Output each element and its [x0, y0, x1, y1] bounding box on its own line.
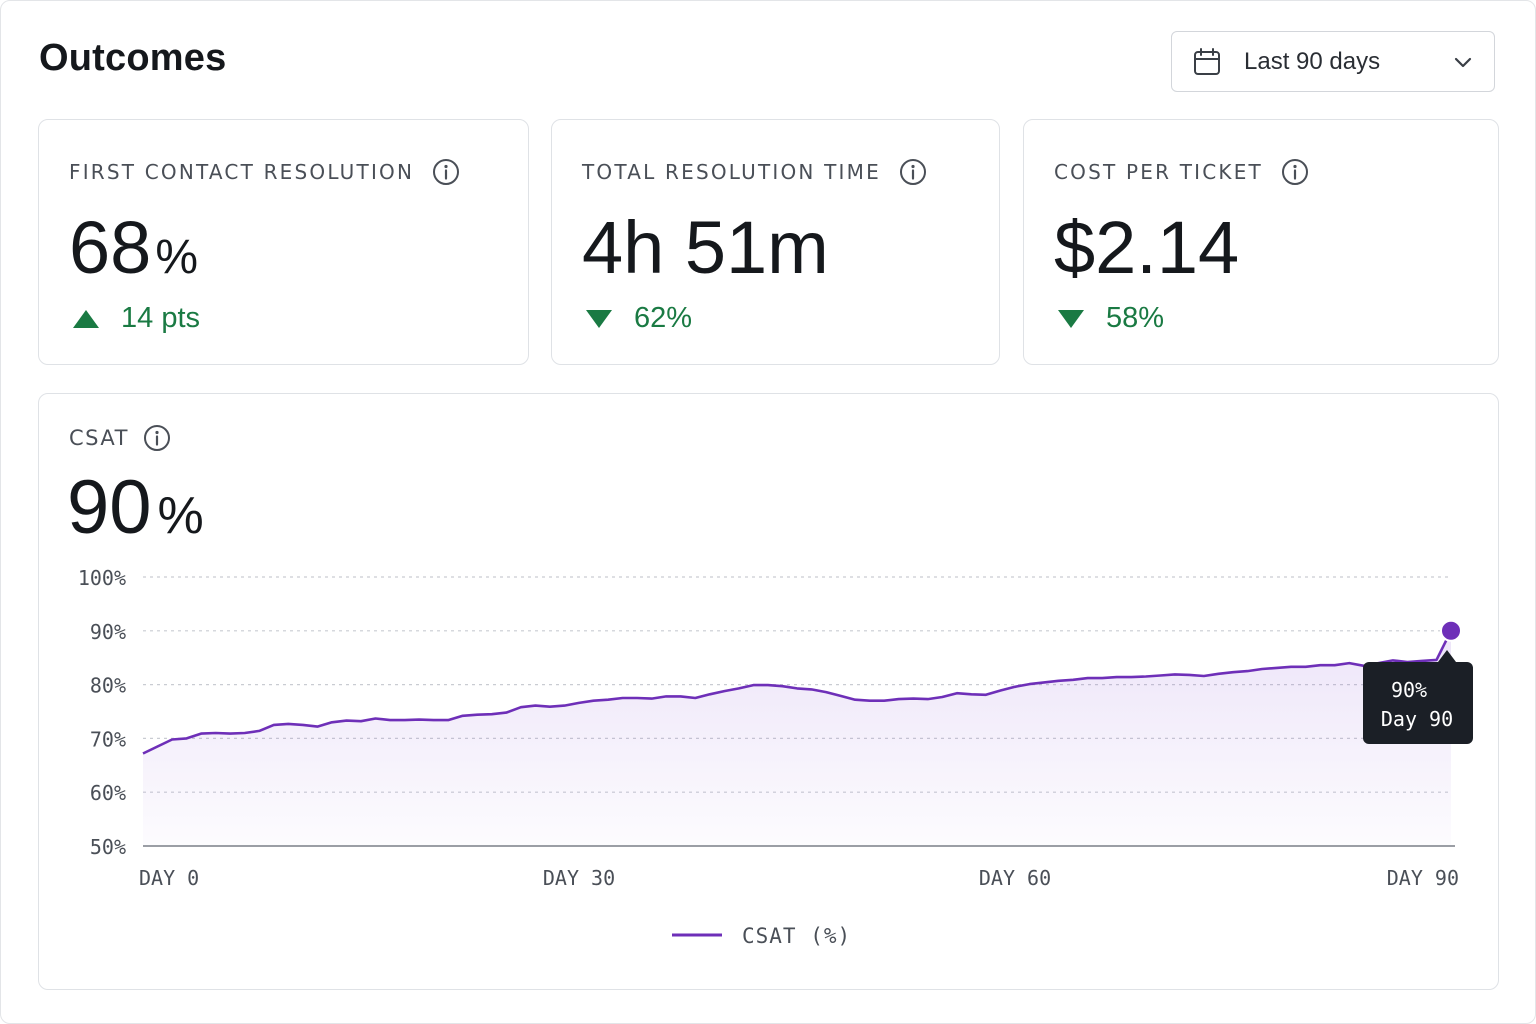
y-tick-label: 60% [90, 781, 126, 805]
chart-tooltip [1363, 662, 1473, 744]
kpi-value: 68% [69, 206, 198, 289]
y-tick-label: 90% [90, 620, 126, 644]
csat-series-line [142, 630, 1453, 755]
x-tick-label: DAY 60 [979, 866, 1051, 890]
kpi-label: TOTAL RESOLUTION TIME [582, 160, 881, 184]
date-range-select[interactable]: Last 90 days [1171, 31, 1495, 92]
csat-line-chart: 50% 60% 70% 80% 90% 100% DAY 0 DAY 30 DAY 60 DAY… [78, 566, 1473, 948]
kpi-label: COST PER TICKET [1054, 160, 1263, 184]
kpi-delta: 14 pts [71, 302, 200, 335]
kpi-label: FIRST CONTACT RESOLUTION [69, 160, 415, 184]
date-range-value: Last 90 days [1244, 47, 1381, 75]
triangle-down-icon [1058, 309, 1084, 328]
y-tick-label: 70% [90, 727, 126, 751]
triangle-down-icon [586, 309, 612, 328]
y-tick-label: 80% [90, 674, 126, 698]
info-icon[interactable] [143, 424, 171, 452]
triangle-up-icon [73, 309, 99, 328]
csat-value: 90% [67, 465, 204, 550]
csat-chart-card: CSAT 90% 50% 60% 70% 80% 90% 100% DAY 0 DAY 30… [38, 393, 1499, 990]
calendar-icon [1194, 47, 1220, 75]
csat-area-fill [143, 630, 1451, 846]
kpi-delta: 62% [584, 302, 692, 335]
page-title: Outcomes [39, 37, 227, 79]
kpi-value: $2.14 [1054, 206, 1240, 289]
kpi-delta: 58% [1056, 302, 1164, 335]
kpi-card-cost-per-ticket: COST PER TICKET $2.14 58% [1023, 119, 1499, 365]
last-point-marker[interactable] [1440, 619, 1462, 642]
tooltip-value: 90% [1391, 678, 1427, 702]
x-tick-label: DAY 30 [543, 866, 615, 890]
kpi-card-total-resolution-time: TOTAL RESOLUTION TIME 4h 51m 62% [551, 119, 1000, 365]
info-icon[interactable] [899, 158, 927, 186]
kpi-value: 4h 51m [582, 206, 829, 289]
chevron-down-icon [1454, 57, 1472, 67]
csat-label: CSAT [69, 426, 129, 450]
info-icon[interactable] [1281, 158, 1309, 186]
info-icon[interactable] [432, 158, 460, 186]
kpi-card-first-contact-resolution: FIRST CONTACT RESOLUTION 68% 14 pts [38, 119, 529, 365]
legend-label: CSAT (%) [742, 924, 851, 948]
y-tick-label: 100% [78, 566, 126, 590]
x-tick-label: DAY 0 [139, 866, 199, 890]
tooltip-day: Day 90 [1381, 707, 1453, 731]
tooltip-pointer [1438, 650, 1456, 662]
y-tick-label: 50% [90, 835, 126, 859]
x-tick-label: DAY 90 [1387, 866, 1459, 890]
